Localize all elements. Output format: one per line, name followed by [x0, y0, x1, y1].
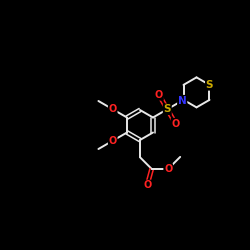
Text: N: N	[178, 96, 186, 106]
Text: S: S	[206, 80, 213, 90]
Text: S: S	[164, 104, 171, 114]
Text: O: O	[172, 118, 180, 128]
Text: O: O	[143, 180, 151, 190]
Text: O: O	[108, 104, 117, 114]
Text: O: O	[155, 90, 163, 100]
Text: O: O	[164, 164, 172, 174]
Text: O: O	[108, 136, 117, 146]
